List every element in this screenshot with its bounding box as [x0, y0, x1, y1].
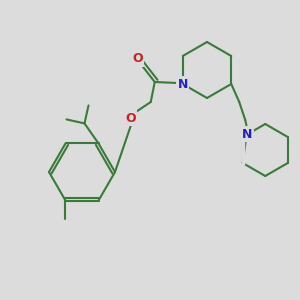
- Text: N: N: [242, 128, 252, 140]
- Text: N: N: [178, 77, 188, 91]
- Text: O: O: [132, 52, 143, 65]
- Text: O: O: [125, 112, 136, 124]
